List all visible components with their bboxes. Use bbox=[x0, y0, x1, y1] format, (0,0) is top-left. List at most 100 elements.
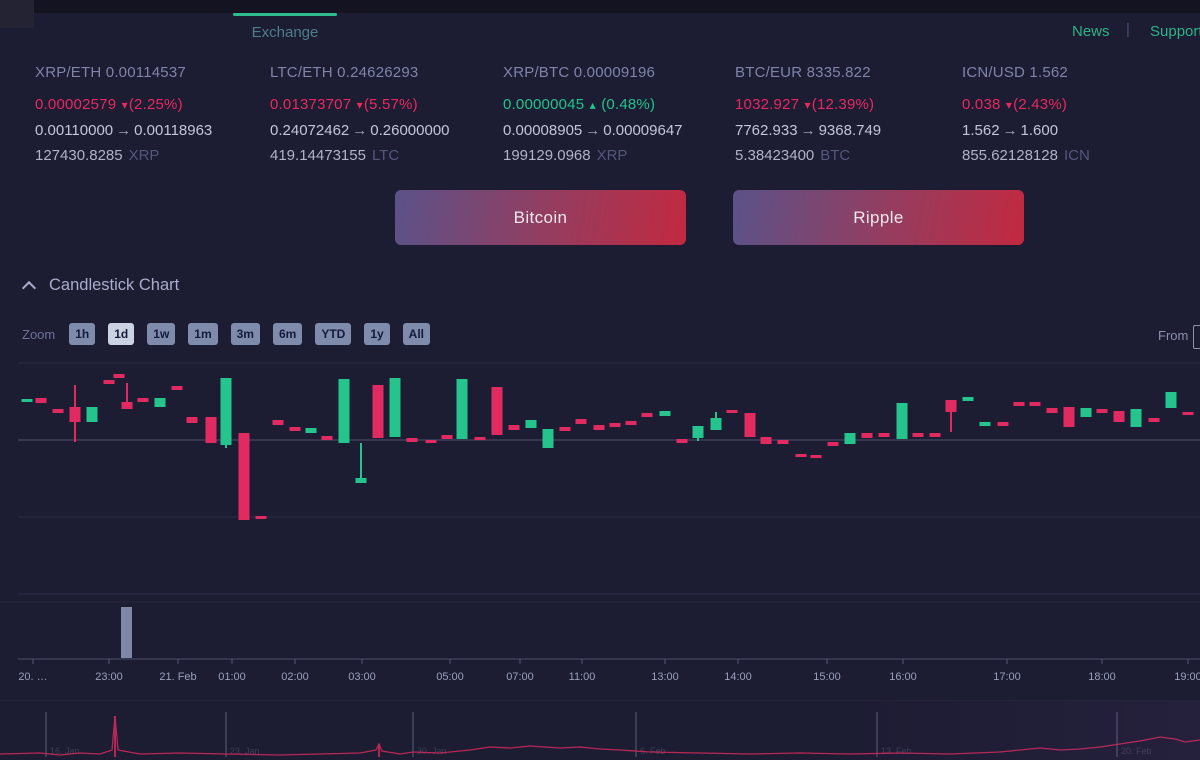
candle bbox=[338, 379, 350, 443]
candle bbox=[86, 407, 98, 422]
navigator-tick-label: 16. Jan bbox=[50, 746, 80, 756]
ticker-range: 1.562 → 1.600 bbox=[962, 122, 1059, 139]
x-axis-label: 20. … bbox=[18, 671, 47, 683]
candle bbox=[205, 417, 217, 443]
ticker-pair-price: LTC/ETH 0.24626293 bbox=[270, 64, 419, 81]
candle bbox=[896, 403, 908, 439]
range-arrow-icon: → bbox=[800, 122, 816, 139]
ticker-change: 0.01373707 ▾(5.57%) bbox=[270, 96, 418, 113]
range-button-1y[interactable]: 1y bbox=[364, 323, 390, 345]
up-arrow-icon: ▴ bbox=[589, 98, 596, 112]
x-axis-label: 17:00 bbox=[993, 671, 1021, 683]
candle bbox=[827, 442, 839, 446]
candle bbox=[305, 428, 317, 433]
x-axis-label: 18:00 bbox=[1088, 671, 1116, 683]
nav-link-news[interactable]: News bbox=[1072, 23, 1110, 40]
candle bbox=[425, 440, 437, 443]
range-button-6m[interactable]: 6m bbox=[272, 323, 303, 345]
candle bbox=[1113, 411, 1125, 422]
candle bbox=[1013, 402, 1025, 406]
candle bbox=[1046, 408, 1058, 413]
navigator-tick-label: 23. Jan bbox=[230, 746, 260, 756]
candle bbox=[609, 423, 621, 427]
from-date-input[interactable] bbox=[1193, 325, 1200, 349]
candle bbox=[1182, 412, 1194, 415]
range-arrow-icon: → bbox=[352, 122, 368, 139]
section-title: Candlestick Chart bbox=[49, 276, 180, 294]
candle bbox=[121, 402, 133, 409]
ticker-pair-price: ICN/USD 1.562 bbox=[962, 64, 1068, 81]
candle bbox=[945, 400, 957, 412]
range-button-1w[interactable]: 1w bbox=[147, 323, 176, 345]
candle bbox=[542, 429, 554, 448]
candle bbox=[659, 411, 671, 416]
candlestick-section-toggle[interactable]: Candlestick Chart bbox=[21, 276, 180, 295]
candle bbox=[474, 437, 486, 440]
candlestick-chart-area[interactable]: 20. … 23:00 21. Feb 01:00 02:00 03:00 05:00 07:… bbox=[0, 358, 1200, 760]
candle bbox=[220, 378, 232, 445]
candle bbox=[912, 433, 924, 437]
ticker-btc-eur[interactable]: BTC/EUR 8335.822 1032.927 ▾(12.39%) 7762… bbox=[735, 64, 967, 164]
candle bbox=[1080, 408, 1092, 417]
candle bbox=[559, 427, 571, 431]
candle bbox=[625, 421, 637, 425]
candle bbox=[35, 398, 47, 403]
candle bbox=[103, 380, 115, 384]
bitcoin-button[interactable]: Bitcoin bbox=[395, 190, 686, 245]
candle bbox=[929, 433, 941, 437]
candle bbox=[441, 435, 453, 439]
candle bbox=[272, 420, 284, 425]
candle bbox=[962, 397, 974, 401]
candle bbox=[777, 440, 789, 444]
candle bbox=[1063, 407, 1075, 427]
candle bbox=[389, 378, 401, 437]
range-arrow-icon: → bbox=[116, 122, 132, 139]
x-axis-label: 14:00 bbox=[724, 671, 752, 683]
range-button-1h[interactable]: 1h bbox=[69, 323, 96, 345]
ticker-volume: 5.38423400 BTC bbox=[735, 147, 851, 164]
candle bbox=[1029, 402, 1041, 406]
window-top-strip bbox=[0, 0, 1200, 13]
volume-bar bbox=[121, 607, 132, 658]
candle bbox=[861, 433, 873, 438]
range-button-all[interactable]: All bbox=[402, 323, 431, 345]
x-axis-label: 23:00 bbox=[95, 671, 123, 683]
tab-exchange[interactable]: Exchange bbox=[251, 24, 319, 41]
down-arrow-icon: ▾ bbox=[356, 98, 363, 112]
ticker-xrp-btc[interactable]: XRP/BTC 0.00009196 0.00000045 ▴ (0.48%) … bbox=[503, 64, 735, 164]
zoom-toolbar: Zoom 1h 1d 1w 1m 3m 6m YTD 1y All bbox=[22, 323, 431, 345]
range-button-3m[interactable]: 3m bbox=[230, 323, 260, 345]
ticker-change: 0.038 ▾(2.43%) bbox=[962, 96, 1068, 113]
ticker-volume: 127430.8285 XRP bbox=[35, 147, 160, 164]
down-arrow-icon: ▾ bbox=[804, 98, 811, 112]
x-axis-label: 01:00 bbox=[218, 671, 246, 683]
ticker-volume: 855.62128128 ICN bbox=[962, 147, 1090, 164]
nav-link-support[interactable]: Support bbox=[1150, 23, 1200, 40]
range-button-ytd[interactable]: YTD bbox=[315, 323, 352, 345]
candle bbox=[641, 413, 653, 417]
candle bbox=[69, 407, 81, 422]
range-button-1d[interactable]: 1d bbox=[108, 323, 135, 345]
candle bbox=[979, 422, 991, 426]
candle bbox=[456, 379, 468, 439]
candle bbox=[710, 418, 722, 430]
navigator-tick-label: 13. Feb bbox=[881, 746, 912, 756]
range-button-1m[interactable]: 1m bbox=[188, 323, 218, 345]
ticker-range: 7762.933 → 9368.749 bbox=[735, 122, 882, 139]
ticker-volume: 419.14473155 LTC bbox=[270, 147, 400, 164]
candle bbox=[878, 433, 890, 437]
zoom-label: Zoom bbox=[22, 326, 56, 342]
window-corner-block bbox=[0, 0, 34, 28]
active-tab-indicator bbox=[233, 13, 337, 16]
down-arrow-icon: ▾ bbox=[121, 98, 128, 112]
ticker-ltc-eth[interactable]: LTC/ETH 0.24626293 0.01373707 ▾(5.57%) 0… bbox=[270, 64, 502, 164]
ticker-icn-usd[interactable]: ICN/USD 1.562 0.038 ▾(2.43%) 1.562 → 1.600… bbox=[962, 64, 1194, 164]
ticker-pair-price: XRP/BTC 0.00009196 bbox=[503, 64, 656, 81]
ticker-xrp-eth[interactable]: XRP/ETH 0.00114537 0.00002579 ▾(2.25%) 0… bbox=[35, 64, 267, 164]
ticker-change: 1032.927 ▾(12.39%) bbox=[735, 96, 875, 113]
ripple-button[interactable]: Ripple bbox=[733, 190, 1024, 245]
candle bbox=[726, 410, 738, 413]
ticker-range: 0.24072462 → 0.26000000 bbox=[270, 122, 450, 139]
candle bbox=[113, 374, 125, 378]
